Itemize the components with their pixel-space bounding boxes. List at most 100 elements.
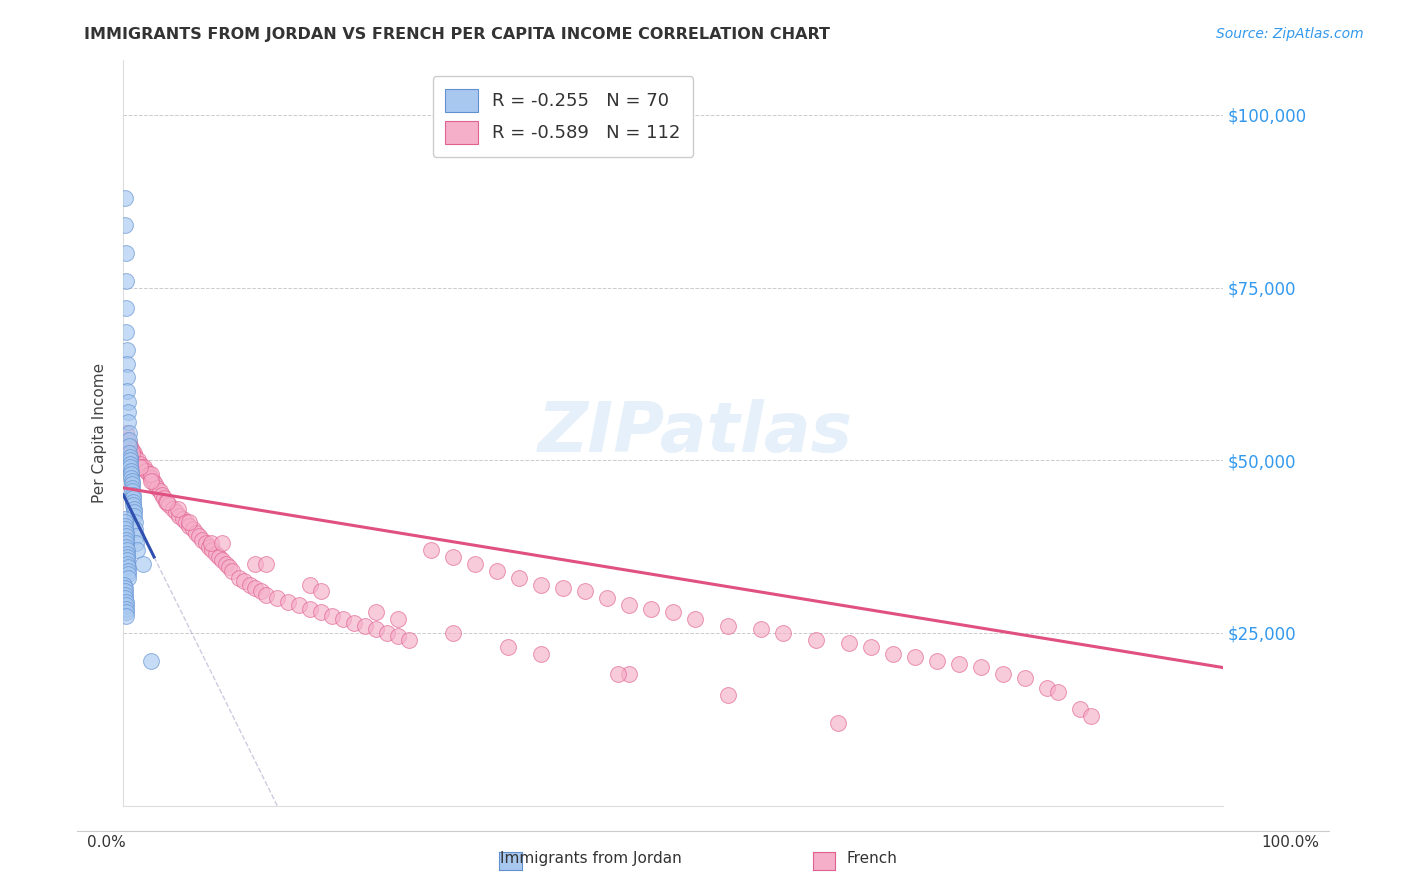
Point bbox=[827, 715, 849, 730]
Point bbox=[117, 553, 139, 567]
Point bbox=[115, 343, 138, 357]
Point bbox=[114, 516, 136, 530]
Text: Source: ZipAtlas.com: Source: ZipAtlas.com bbox=[1216, 27, 1364, 41]
Point bbox=[640, 601, 662, 615]
Point bbox=[948, 657, 970, 671]
Point bbox=[717, 619, 740, 633]
Point bbox=[299, 577, 322, 591]
Point bbox=[245, 581, 267, 595]
Point bbox=[122, 491, 145, 506]
Point bbox=[121, 481, 143, 495]
Point bbox=[115, 533, 138, 547]
Point bbox=[1014, 671, 1036, 685]
Point bbox=[165, 505, 187, 519]
Point bbox=[970, 660, 993, 674]
Point bbox=[114, 191, 136, 205]
Point bbox=[194, 536, 217, 550]
Point bbox=[121, 474, 143, 488]
Point bbox=[332, 612, 354, 626]
Point bbox=[211, 536, 233, 550]
Text: 100.0%: 100.0% bbox=[1261, 836, 1319, 850]
Point bbox=[200, 536, 222, 550]
Point bbox=[420, 543, 443, 558]
Point bbox=[142, 474, 165, 488]
Point bbox=[115, 547, 138, 561]
Point bbox=[804, 632, 827, 647]
Point bbox=[683, 612, 706, 626]
Point bbox=[617, 599, 640, 613]
Point bbox=[115, 433, 138, 447]
Point bbox=[118, 439, 141, 453]
Point bbox=[120, 439, 142, 453]
Point bbox=[398, 632, 420, 647]
Point bbox=[662, 605, 685, 619]
Point bbox=[254, 557, 277, 571]
Point bbox=[174, 516, 197, 530]
Point bbox=[114, 425, 136, 440]
Point bbox=[221, 564, 243, 578]
Point bbox=[115, 540, 138, 554]
Point bbox=[172, 512, 194, 526]
Text: 0.0%: 0.0% bbox=[87, 836, 127, 850]
Point bbox=[117, 394, 139, 409]
Point bbox=[114, 522, 136, 536]
Point bbox=[277, 595, 299, 609]
Point bbox=[114, 591, 136, 606]
Point bbox=[551, 581, 574, 595]
Point bbox=[138, 467, 160, 481]
Point bbox=[120, 470, 142, 484]
Legend: R = -0.255   N = 70, R = -0.589   N = 112: R = -0.255 N = 70, R = -0.589 N = 112 bbox=[433, 76, 693, 157]
Point bbox=[139, 470, 162, 484]
Point bbox=[117, 557, 139, 571]
Point bbox=[118, 436, 141, 450]
Point bbox=[118, 446, 141, 460]
Point bbox=[717, 688, 740, 702]
Point bbox=[134, 460, 156, 475]
Point bbox=[124, 508, 146, 523]
Point bbox=[121, 446, 143, 460]
Point bbox=[204, 547, 226, 561]
Point bbox=[596, 591, 619, 606]
Point bbox=[299, 601, 322, 615]
Point bbox=[114, 584, 136, 599]
Point bbox=[115, 543, 138, 558]
Point bbox=[135, 464, 157, 478]
Point bbox=[882, 647, 904, 661]
Point bbox=[159, 498, 181, 512]
Point bbox=[122, 494, 145, 508]
Point bbox=[991, 667, 1014, 681]
Point bbox=[125, 543, 148, 558]
Point bbox=[148, 484, 170, 499]
Point bbox=[121, 442, 143, 457]
Point bbox=[128, 460, 150, 475]
Point bbox=[121, 488, 143, 502]
Point bbox=[122, 446, 145, 460]
Point bbox=[218, 560, 240, 574]
Point bbox=[574, 584, 596, 599]
Point bbox=[617, 667, 640, 681]
Point bbox=[464, 557, 486, 571]
Point bbox=[309, 584, 332, 599]
Point bbox=[114, 529, 136, 543]
Point bbox=[208, 549, 231, 564]
Point bbox=[117, 384, 139, 399]
Point bbox=[121, 477, 143, 491]
Point bbox=[122, 505, 145, 519]
Point bbox=[387, 629, 409, 643]
Point bbox=[114, 525, 136, 540]
Point bbox=[233, 574, 256, 588]
Y-axis label: Per Capita Income: Per Capita Income bbox=[93, 362, 107, 503]
Point bbox=[150, 488, 173, 502]
Point bbox=[124, 522, 146, 536]
Point bbox=[125, 536, 148, 550]
Point bbox=[188, 529, 211, 543]
Point bbox=[118, 433, 141, 447]
Point bbox=[904, 650, 927, 665]
Point bbox=[343, 615, 366, 630]
Point bbox=[198, 540, 221, 554]
Point bbox=[114, 588, 136, 602]
Point bbox=[288, 599, 311, 613]
Point bbox=[239, 577, 262, 591]
Point bbox=[132, 557, 155, 571]
Point bbox=[131, 460, 153, 475]
